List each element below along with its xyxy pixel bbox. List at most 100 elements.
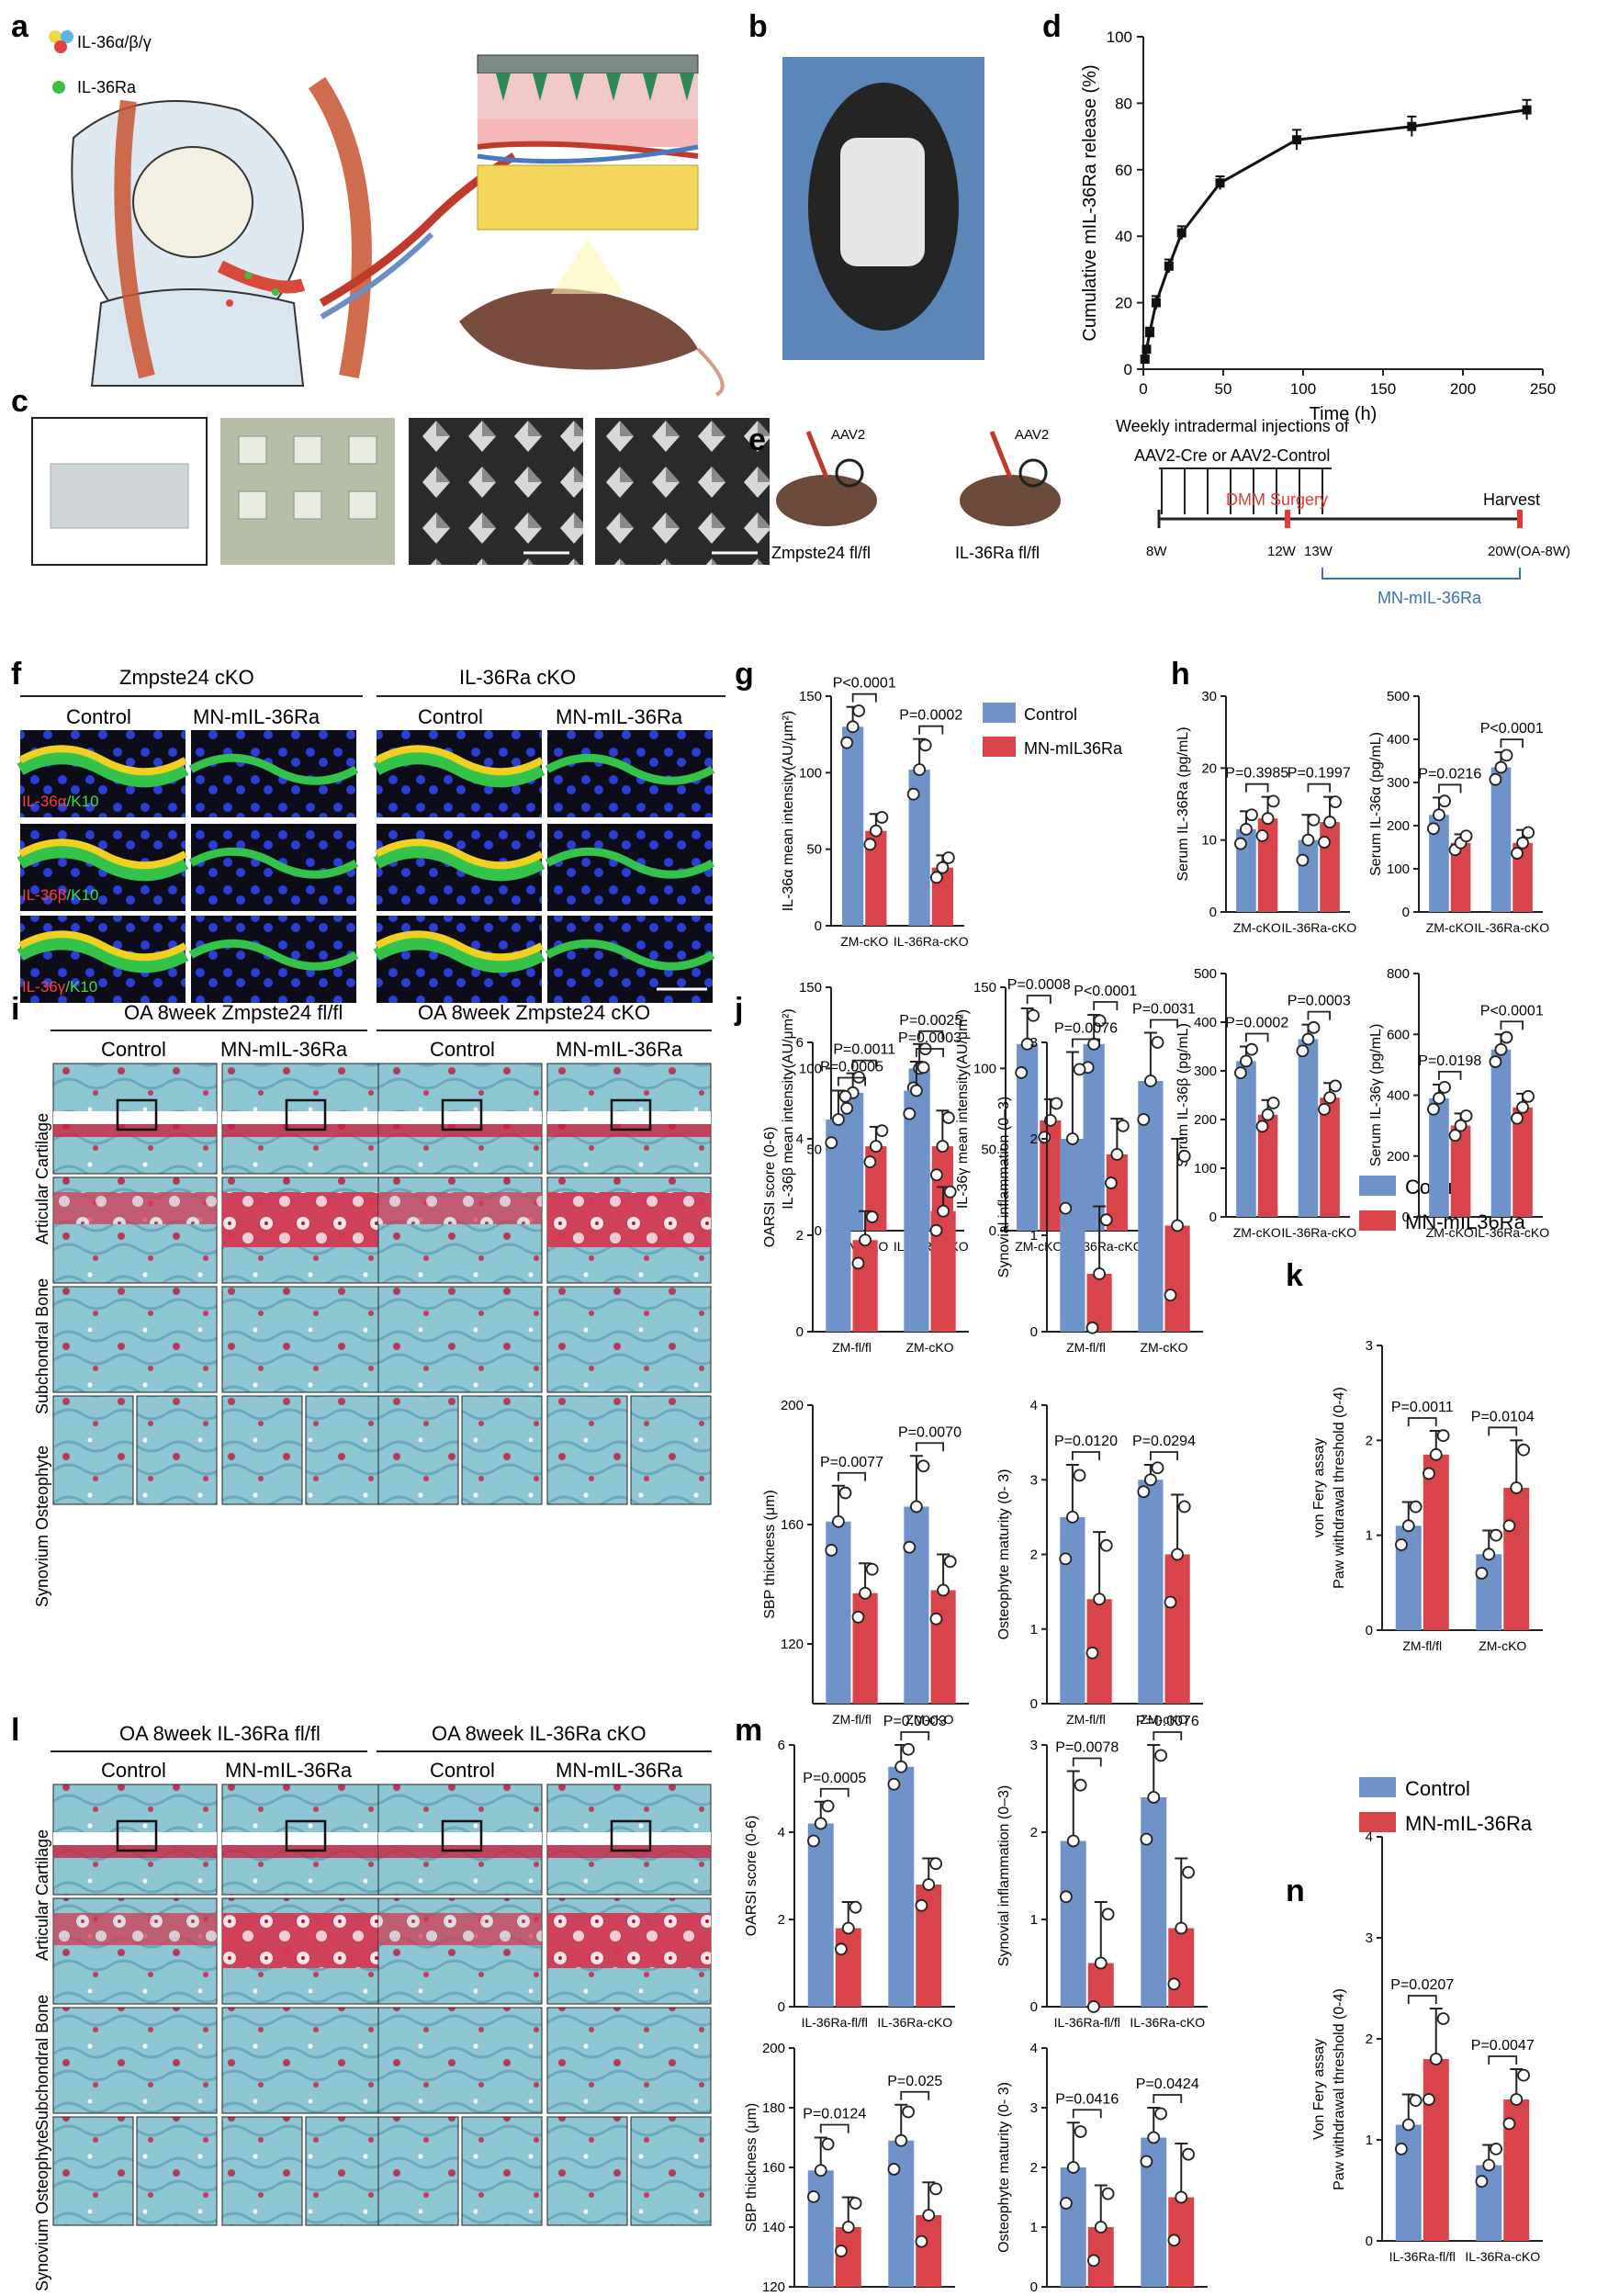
panel-label-i: i [11,992,19,1027]
needle-grid [238,435,377,520]
significance-bracket [1072,1757,1102,1767]
data-point [1094,1956,1108,1970]
release-series-line [1143,108,1527,360]
y-axis-title: Serum IL-36γ (pg/mL) [1368,1024,1384,1167]
data-point [849,1900,862,1914]
y-axis-title: Serum IL-36Ra (pg/mL) [1175,726,1191,881]
k10-layer [17,751,189,788]
data-point [1085,1321,1099,1334]
data-point [929,871,943,884]
panel-b: b [748,9,984,360]
bar-control [888,2140,915,2287]
microneedle-skin-block [477,54,699,231]
data-point [1094,2221,1108,2234]
safranin-stained-cartilage [53,1192,217,1224]
y-axis-title: Paw withdrawal threshold (0-4) [1332,1988,1347,2190]
data-point [1307,1020,1321,1034]
significance-bracket [916,1048,944,1057]
y-tick-label: 200 [781,1398,804,1413]
data-point [1307,813,1321,827]
p-value-label: P=0.0416 [1055,2091,1119,2107]
y-tick-label: 40 [1115,228,1132,245]
legend-control: Control [1405,1777,1470,1800]
y-tick-label: 600 [1387,1027,1410,1042]
data-point [903,1107,917,1120]
data-point [1500,748,1513,762]
data-point [936,861,950,874]
k10-layer [545,753,715,785]
y-axis-title: Cumulative mIL-36Ra release (%) [1080,64,1100,341]
k10-layer [188,753,359,785]
y-tick-label: 50 [981,1142,996,1158]
data-point [1502,2117,1516,2131]
bar-treated [1503,1488,1530,1630]
y-tick-label: 0 [815,1223,822,1239]
data-point [869,1140,883,1154]
x-tick-label: IL-36Ra-cKO [1465,2249,1540,2264]
y-tick-label: 200 [1387,818,1410,834]
column-header: Control [101,1759,166,1782]
p-value-label: P=0.0294 [1132,1434,1196,1449]
p-value-label: P=0.0008 [1007,977,1071,993]
y-tick-label: 100 [1387,861,1410,877]
x-tick-label: ZM-cKO [905,1340,953,1355]
group-header: Zmpste24 cKO [119,666,254,689]
data-point [887,1777,901,1791]
stain-label: IL-36β/K10 [22,886,99,904]
zoom-box [610,1819,652,1852]
data-point [929,1612,943,1626]
column-header: Control [430,1759,495,1782]
bar-control [1429,815,1449,912]
significance-bracket [1245,782,1269,793]
data-point [821,1799,835,1813]
data-point [1427,822,1440,836]
p-value-label: P=0.0031 [1132,1002,1196,1018]
histology-image [52,2007,218,2114]
data-point [1087,2000,1100,2013]
bar-control [1298,839,1319,912]
data-point [1516,836,1529,850]
data-point [1177,1500,1191,1514]
y-tick-label: 3 [1030,1472,1038,1488]
data-point [1060,2197,1073,2210]
safranin-stained-cartilage [53,1913,217,1945]
k10-layer [17,937,189,974]
y-tick-label: 30 [1201,689,1217,704]
row-label: Synovium Osteophyte [33,2130,51,2291]
data-point [1140,355,1150,365]
data-point [894,1760,908,1773]
data-point [1323,816,1336,828]
mouse-zmpste24: AAV2 Zmpste24 fl/fl [771,427,877,562]
bar-treated [1320,822,1340,912]
data-point [1401,1519,1415,1533]
x-tick-label: ZM-fl/fl [832,1712,872,1727]
data-point [1176,228,1187,238]
colocalization-layer [18,930,187,962]
p-value-label: P=0.0077 [820,1455,883,1470]
k10-layer [188,847,359,879]
bar-chart-j4: 0 1 2 3 4 Osteophyte maturity (0- 3) ZM-fl/fl P… [996,1398,1203,1727]
data-point [1171,1548,1184,1561]
data-point [1522,826,1535,839]
osteophyte-image [136,2116,218,2226]
data-point [936,1140,950,1154]
significance-bracket [1438,783,1462,793]
p-value-label: P=0.0104 [1471,1409,1535,1424]
x-tick-label: IL-36Ra-fl/fl [802,2015,868,2030]
data-point [1516,1100,1529,1114]
significance-bracket [1407,1417,1437,1426]
bar-control [1083,1043,1105,1231]
tick-13w: 13W [1304,544,1333,559]
data-point [941,1111,955,1124]
k10-layer [373,845,545,882]
y-tick-label: 0 [778,1999,785,2015]
y-tick-label: 100 [973,1061,996,1076]
y-tick-label: 10 [1201,833,1217,849]
data-point [1511,847,1524,860]
k10-layer [545,939,715,971]
data-point [917,1459,930,1473]
p-value-label: P<0.0001 [1480,1003,1544,1019]
data-point [841,1921,855,1935]
bar-control [1060,1516,1085,1704]
